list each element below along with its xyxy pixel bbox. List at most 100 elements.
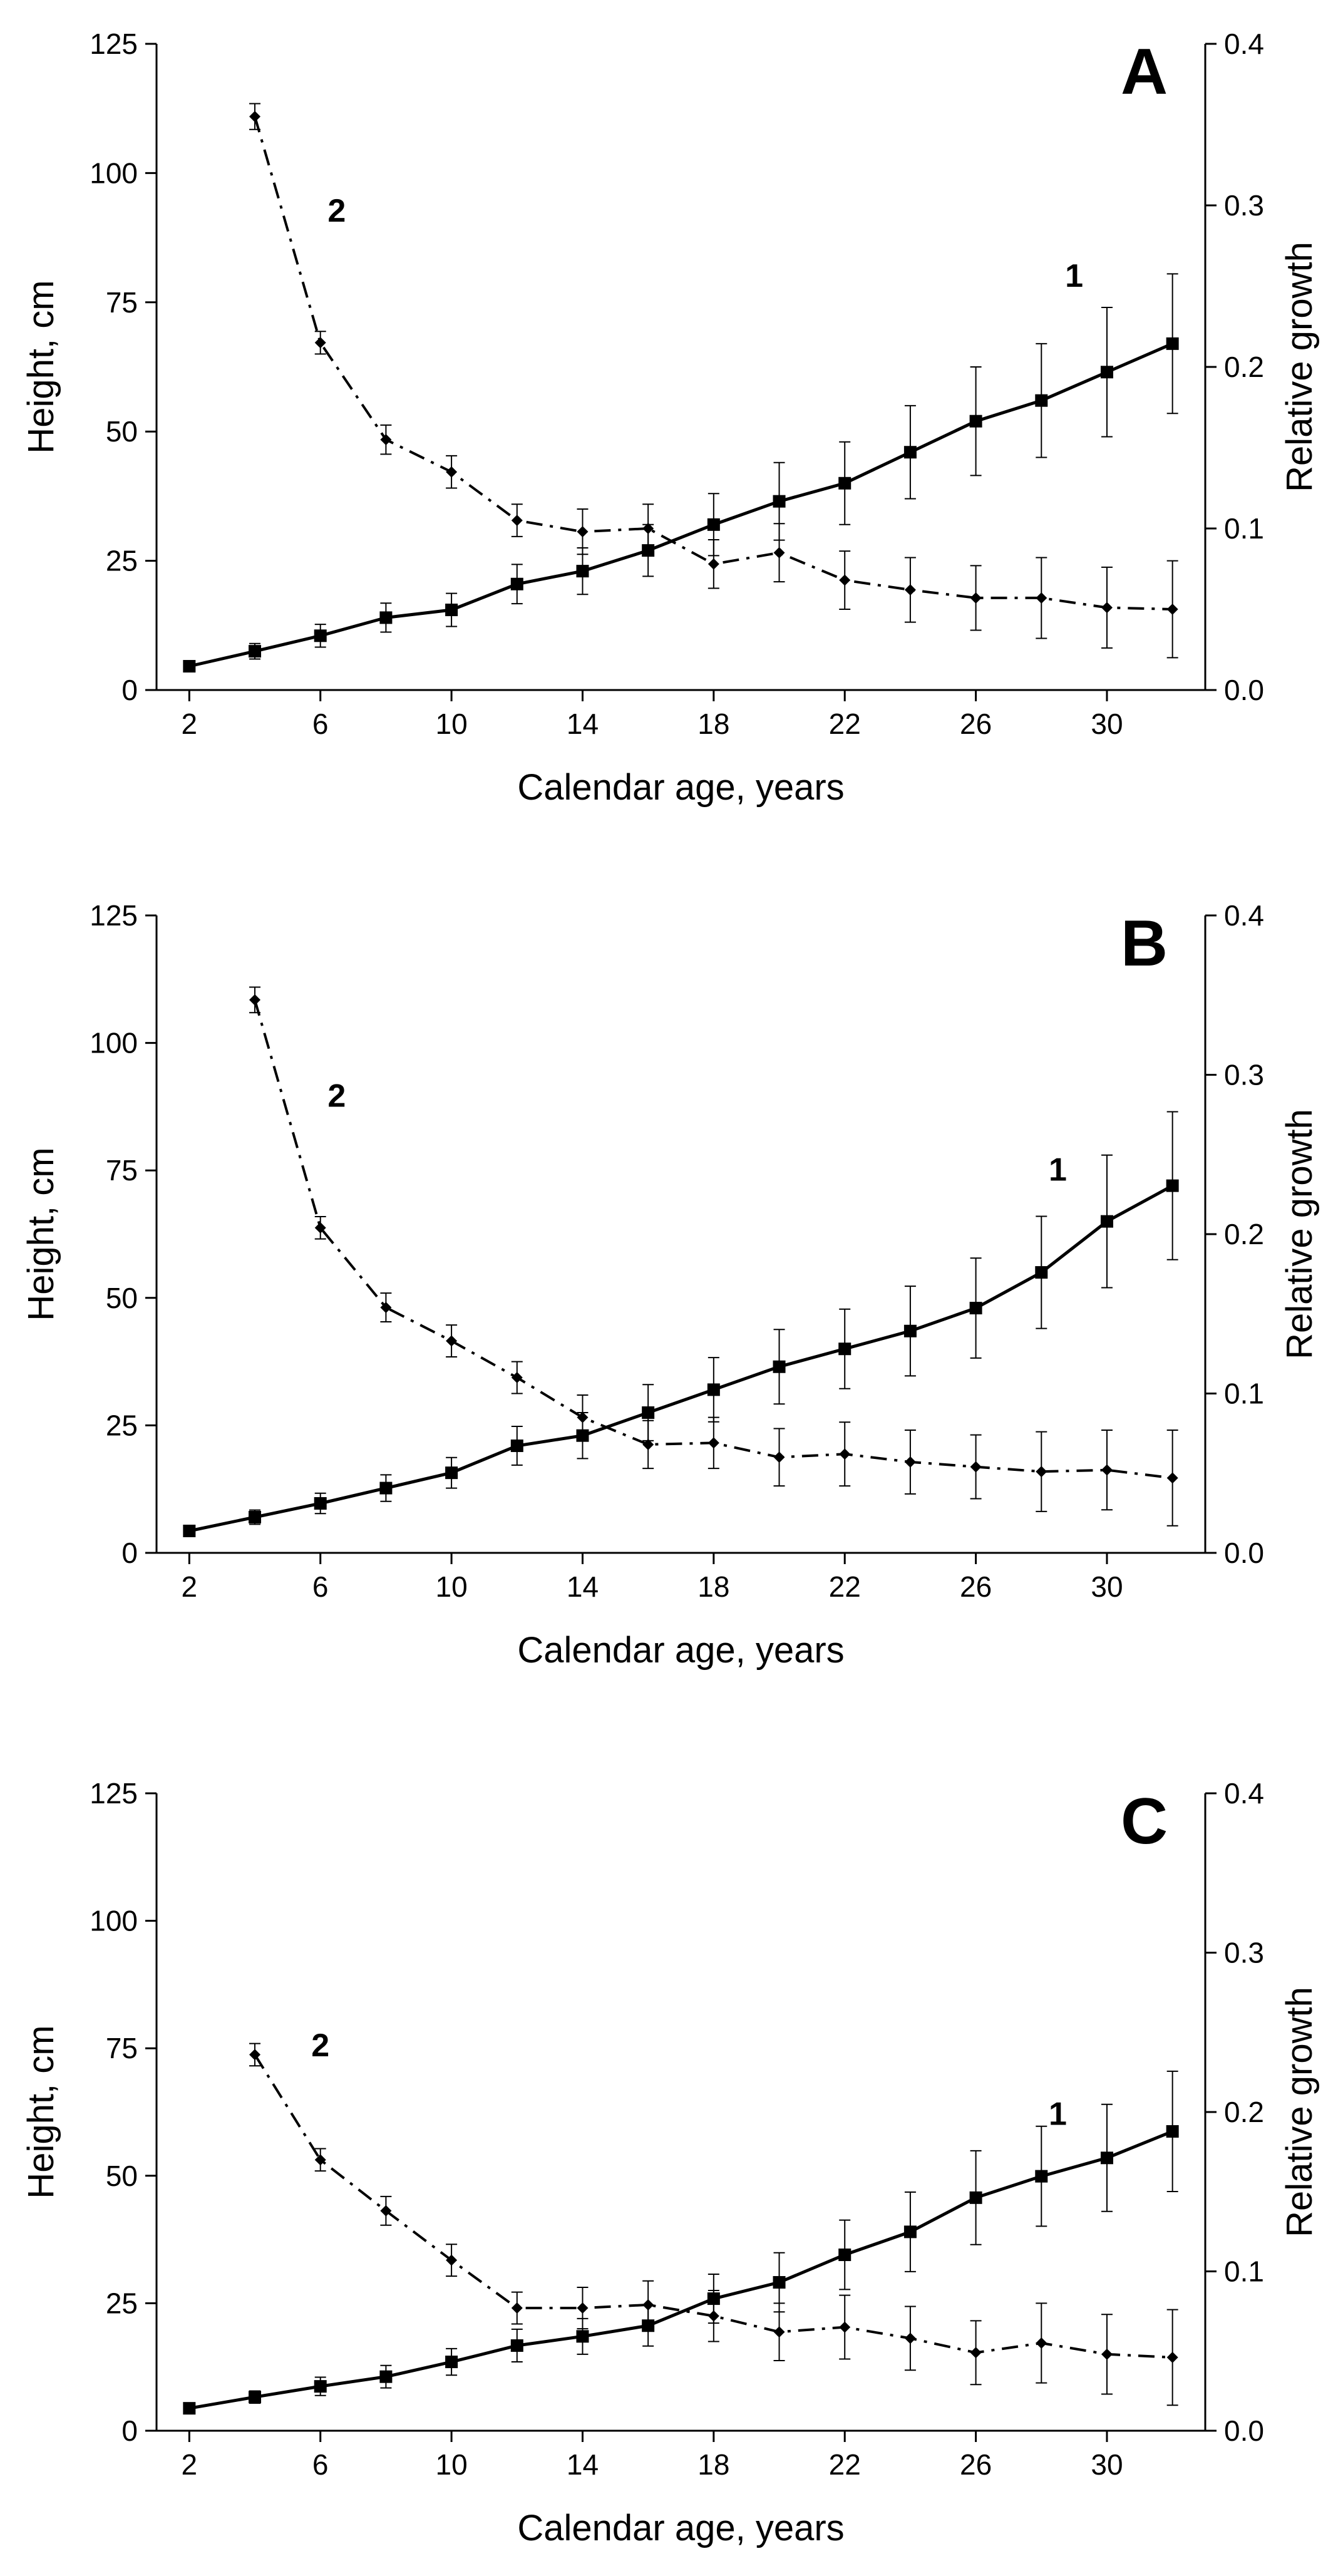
data-point-diamond [249,111,261,123]
data-point-diamond [904,1456,916,1468]
data-point-diamond [1101,2348,1113,2360]
data-point-diamond [1036,1466,1047,1478]
x-tick-label: 22 [829,2448,861,2481]
data-point-diamond [839,1448,851,1460]
x-tick-label: 14 [567,708,599,740]
data-point-diamond [511,515,523,527]
data-point-square [1166,1179,1179,1192]
panel-label: C [1121,1785,1168,1858]
series-label: 2 [327,1078,346,1114]
y-tick-label: 50 [106,1282,138,1314]
data-point-diamond [577,1411,589,1423]
x-tick-label: 6 [312,708,329,740]
data-point-diamond [1166,2351,1178,2363]
data-point-square [838,1342,852,1356]
data-point-diamond [839,574,851,586]
y-tick-label: 100 [90,1905,138,1937]
data-point-diamond [577,2302,589,2314]
data-point-diamond [577,526,589,538]
series-1: 1 [183,1111,1179,1537]
data-point-square [445,2356,458,2369]
data-point-diamond [380,2205,392,2217]
data-point-diamond [970,592,982,604]
data-point-diamond [1101,1464,1113,1476]
data-point-diamond [773,2326,785,2338]
x-tick-label: 2 [182,2448,198,2481]
data-point-diamond [446,1335,458,1347]
y2-tick-label: 0.3 [1224,1937,1264,1969]
y2-tick-label: 0.2 [1224,2096,1264,2128]
y2-axis-title: Relative growth [1279,1987,1320,2237]
panel-label: B [1121,907,1168,980]
data-point-square [642,1406,655,1419]
x-tick-label: 10 [436,2448,468,2481]
y-tick-label: 50 [106,2160,138,2192]
data-point-diamond [970,1461,982,1473]
y-tick-label: 125 [90,28,138,60]
series-label: 1 [1049,1151,1067,1188]
data-point-square [969,1302,982,1315]
data-point-square [249,2391,262,2404]
x-tick-label: 6 [312,1570,329,1603]
y-tick-label: 25 [106,2287,138,2319]
data-point-diamond [380,1302,392,1314]
y2-tick-label: 0.3 [1224,1059,1264,1091]
data-point-square [379,1481,393,1495]
x-tick-label: 14 [567,2448,599,2481]
data-point-square [1166,337,1179,350]
data-point-square [183,660,196,673]
x-axis-title: Calendar age, years [517,2508,844,2548]
y-tick-label: 25 [106,1409,138,1441]
x-tick-label: 2 [182,708,198,740]
data-point-square [1100,2151,1113,2165]
data-point-diamond [904,584,916,596]
y-axis-title: Height, cm [21,2025,61,2198]
data-point-diamond [1101,602,1113,614]
data-point-diamond [708,558,719,570]
data-point-square [445,604,458,617]
x-tick-label: 18 [697,2448,729,2481]
x-tick-label: 26 [960,1570,992,1603]
series-label: 2 [311,2027,329,2064]
x-tick-label: 10 [436,1570,468,1603]
data-point-square [249,645,262,658]
series-label: 1 [1065,258,1083,294]
data-point-square [1035,2170,1048,2183]
y-tick-label: 125 [90,899,138,932]
data-point-diamond [904,2332,916,2344]
data-point-diamond [249,994,261,1006]
data-point-square [379,2370,393,2383]
y-tick-label: 25 [106,545,138,577]
series-2: 2 [249,2027,1178,2406]
y2-tick-label: 0.0 [1224,674,1264,706]
y2-axis-title: Relative growth [1279,1109,1320,1359]
y2-tick-label: 0.3 [1224,189,1264,222]
x-tick-label: 22 [829,708,861,740]
data-point-diamond [773,547,785,559]
y2-tick-label: 0.2 [1224,351,1264,383]
x-tick-label: 18 [697,708,729,740]
data-point-square [969,2191,982,2204]
data-point-diamond [314,2154,326,2166]
y-tick-label: 75 [106,2032,138,2064]
x-tick-label: 30 [1091,2448,1123,2481]
data-point-diamond [1166,1472,1178,1484]
y2-tick-label: 0.1 [1224,2255,1264,2288]
data-point-square [314,629,327,642]
x-tick-label: 30 [1091,1570,1123,1603]
y2-axis-title: Relative growth [1279,242,1320,492]
data-point-diamond [642,1438,654,1450]
data-point-square [249,1510,262,1523]
data-point-square [773,1360,786,1373]
data-point-diamond [642,2299,654,2311]
y2-tick-label: 0.0 [1224,1537,1264,1569]
x-axis-title: Calendar age, years [517,1630,844,1671]
y-axis-title: Height, cm [21,280,61,453]
data-point-square [183,2402,196,2415]
y-tick-label: 100 [90,157,138,189]
data-point-diamond [970,2347,982,2359]
y-tick-label: 125 [90,1777,138,1810]
